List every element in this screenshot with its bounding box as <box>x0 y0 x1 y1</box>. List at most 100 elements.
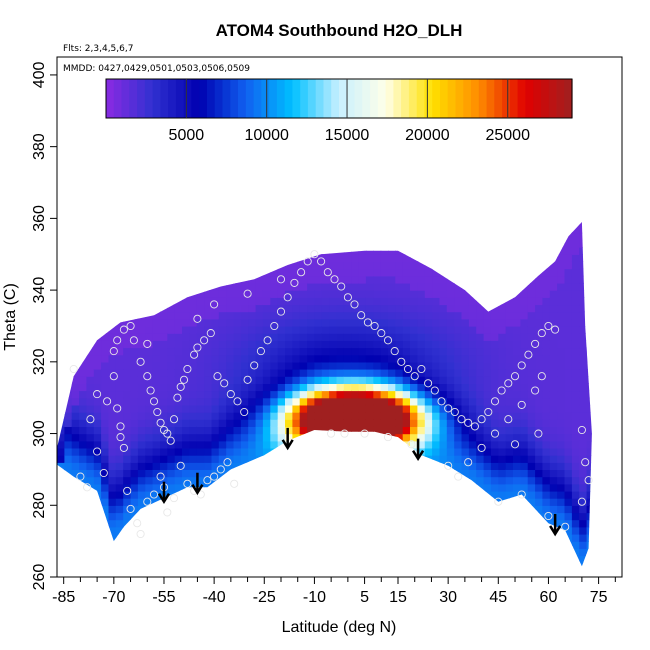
field-cell <box>123 354 132 363</box>
field-cell <box>174 261 183 270</box>
field-cell <box>520 541 529 549</box>
field-cell <box>182 211 190 219</box>
field-cell <box>336 275 345 284</box>
field-cell <box>490 268 499 277</box>
field-cell <box>476 369 485 377</box>
field-cell <box>108 326 117 334</box>
field-cell <box>505 562 514 567</box>
field-cell <box>233 534 242 542</box>
field-cell <box>321 239 330 248</box>
field-cell <box>321 222 330 227</box>
observation-point <box>370 321 379 331</box>
field-cell <box>513 340 521 349</box>
field-cell <box>542 397 551 406</box>
field-cell <box>86 455 95 463</box>
y-tick-label: 380 <box>31 133 48 160</box>
field-cell <box>380 239 389 248</box>
field-cell <box>365 555 374 564</box>
field-cell <box>321 404 330 413</box>
field-cell <box>115 318 124 327</box>
field-cell <box>255 419 264 427</box>
field-cell <box>321 512 330 521</box>
field-cell <box>299 369 308 377</box>
field-cell <box>174 534 183 542</box>
field-cell <box>152 369 161 377</box>
field-cell <box>211 318 220 327</box>
field-cell <box>292 519 301 528</box>
field-cell <box>520 505 529 514</box>
field-cell <box>292 318 301 327</box>
field-cell <box>204 447 213 456</box>
field-cell <box>101 512 110 521</box>
field-cell <box>196 232 205 241</box>
field-cell <box>101 290 110 298</box>
field-cell <box>277 490 286 499</box>
field-cell <box>432 222 441 227</box>
field-cell <box>233 376 242 384</box>
field-cell <box>240 426 249 435</box>
observation-point <box>126 504 135 513</box>
field-cell <box>446 498 455 506</box>
field-cell <box>358 562 367 567</box>
field-cell <box>557 222 566 227</box>
field-cell <box>255 534 264 542</box>
field-cell <box>373 541 382 549</box>
field-cell <box>513 541 521 549</box>
field-cell <box>535 354 544 363</box>
field-cell <box>557 282 566 291</box>
field-cell <box>535 290 544 298</box>
field-cell <box>218 498 227 506</box>
field-cell <box>196 354 205 363</box>
field-cell <box>226 397 235 406</box>
field-cell <box>535 222 544 227</box>
field-cell <box>248 354 257 363</box>
field-cell <box>454 211 462 219</box>
field-cell <box>182 433 190 442</box>
field-cell <box>388 304 396 313</box>
field-cell <box>314 318 323 327</box>
field-cell <box>262 254 271 262</box>
field-cell <box>218 354 227 363</box>
field-cell <box>299 412 308 420</box>
field-cell <box>182 222 190 227</box>
field-cell <box>292 426 301 435</box>
field-cell <box>86 282 95 291</box>
field-cell <box>586 304 592 313</box>
field-cell <box>167 290 176 298</box>
field-cell <box>115 455 124 463</box>
field-cell <box>527 282 536 291</box>
field-cell <box>490 282 499 291</box>
field-cell <box>520 347 529 356</box>
field-cell <box>490 239 499 248</box>
field-cell <box>130 555 139 564</box>
field-cell <box>101 462 110 470</box>
field-cell <box>557 211 565 219</box>
field-cell <box>196 361 205 370</box>
field-cell <box>248 483 257 492</box>
field-cell <box>380 290 389 298</box>
field-cell <box>233 261 242 270</box>
field-cell <box>262 390 271 399</box>
field-cell <box>564 225 573 234</box>
field-cell <box>446 304 455 313</box>
field-cell <box>314 483 323 492</box>
field-cell <box>108 347 117 356</box>
field-cell <box>329 490 338 499</box>
observation-point <box>270 321 279 331</box>
field-cell <box>527 412 536 420</box>
field-cell <box>130 455 139 463</box>
field-cell <box>211 247 220 255</box>
field-cell <box>196 562 205 567</box>
field-cell <box>292 232 301 241</box>
field-cell <box>329 469 338 478</box>
field-cell <box>351 290 360 298</box>
field-cell <box>476 222 485 227</box>
field-cell <box>483 512 492 521</box>
field-cell <box>410 333 418 341</box>
field-cell <box>446 512 455 521</box>
field-cell <box>137 534 146 542</box>
field-cell <box>108 440 117 449</box>
field-cell <box>535 404 544 413</box>
field-cell <box>594 484 602 492</box>
field-cell <box>160 340 168 349</box>
